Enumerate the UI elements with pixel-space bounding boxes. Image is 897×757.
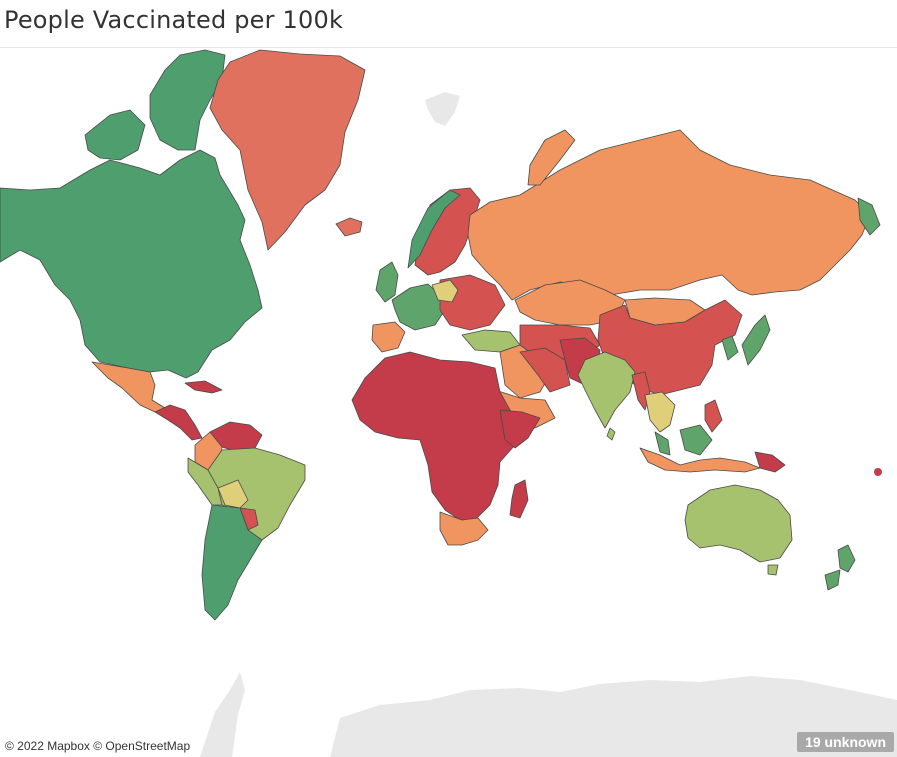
region-japan[interactable] bbox=[741, 314, 771, 366]
region-sri-lanka[interactable] bbox=[606, 427, 616, 441]
region-madagascar[interactable] bbox=[509, 479, 529, 519]
region-africa[interactable] bbox=[351, 351, 521, 521]
region-new-zealand-south[interactable] bbox=[824, 569, 841, 591]
region-norway[interactable] bbox=[407, 189, 461, 269]
unknown-count-badge[interactable]: 19 unknown bbox=[797, 732, 894, 752]
region-arctic-islands[interactable] bbox=[149, 49, 226, 151]
region-north-america[interactable] bbox=[0, 149, 263, 379]
region-india[interactable] bbox=[577, 351, 636, 429]
region-uk[interactable] bbox=[375, 261, 399, 303]
map-attribution: © 2022 Mapbox © OpenStreetMap bbox=[5, 739, 191, 753]
region-fiji[interactable] bbox=[874, 468, 882, 476]
region-tasmania[interactable] bbox=[767, 564, 779, 576]
region-iberia[interactable] bbox=[371, 321, 406, 353]
region-korea[interactable] bbox=[721, 335, 739, 361]
region-iceland[interactable] bbox=[335, 217, 363, 237]
region-bolivia[interactable] bbox=[217, 479, 249, 509]
region-greenland[interactable] bbox=[209, 49, 366, 251]
region-central-america[interactable] bbox=[154, 404, 203, 441]
map-title: People Vaccinated per 100k bbox=[4, 6, 344, 34]
region-western-europe[interactable] bbox=[391, 283, 446, 331]
region-new-zealand[interactable] bbox=[837, 544, 856, 573]
title-bar: People Vaccinated per 100k bbox=[0, 0, 897, 48]
region-iran[interactable] bbox=[519, 347, 571, 393]
region-malaysia[interactable] bbox=[654, 431, 671, 456]
region-kamchatka[interactable] bbox=[857, 197, 881, 236]
region-papua-new-guinea[interactable] bbox=[754, 451, 786, 473]
region-australia[interactable] bbox=[684, 484, 793, 563]
region-philippines[interactable] bbox=[704, 399, 723, 433]
map-canvas[interactable] bbox=[0, 49, 897, 757]
region-peru[interactable] bbox=[187, 457, 223, 506]
region-southern-cone[interactable] bbox=[201, 504, 263, 621]
region-svalbard[interactable] bbox=[425, 92, 460, 126]
region-russia[interactable] bbox=[467, 129, 871, 301]
region-arctic-islands-2[interactable] bbox=[84, 109, 146, 161]
region-cuba[interactable] bbox=[184, 380, 223, 394]
region-antarctica-peninsula[interactable] bbox=[200, 672, 245, 757]
region-novaya-zemlya[interactable] bbox=[527, 129, 576, 186]
region-horn-of-africa[interactable] bbox=[499, 409, 541, 449]
region-southern-africa[interactable] bbox=[439, 511, 489, 546]
region-southeast-asia[interactable] bbox=[644, 391, 676, 433]
region-antarctica[interactable] bbox=[330, 676, 897, 757]
region-borneo[interactable] bbox=[679, 424, 713, 456]
region-poland[interactable] bbox=[431, 279, 459, 303]
